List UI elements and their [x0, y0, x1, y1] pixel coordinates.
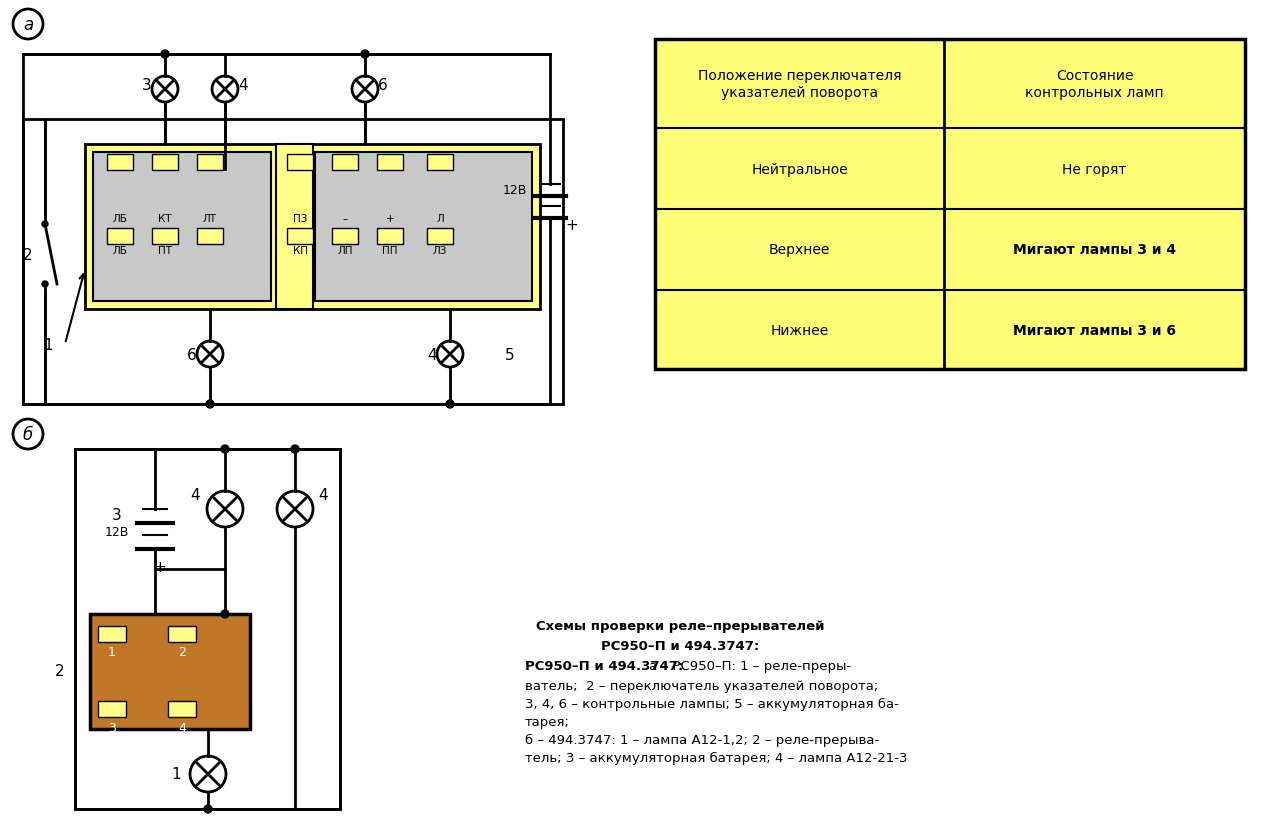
Bar [90, 614, 250, 729]
Text: 2: 2 [178, 645, 185, 659]
Text: ПП: ПП [382, 246, 398, 256]
Bar [23, 120, 563, 405]
Text: 3: 3 [108, 721, 116, 734]
Text: Верхнее: Верхнее [768, 243, 831, 257]
Bar [427, 229, 453, 245]
Text: 3: 3 [142, 78, 152, 93]
Bar [331, 155, 358, 171]
Text: Не горят: Не горят [1063, 162, 1126, 176]
Text: Л: Л [436, 214, 444, 224]
Text: 5: 5 [505, 347, 514, 362]
Text: 4: 4 [319, 487, 328, 502]
Text: +: + [386, 214, 394, 224]
Circle shape [291, 446, 298, 453]
Bar [168, 626, 196, 642]
Text: Положение переключателя
указателей поворота: Положение переключателя указателей повор… [697, 69, 902, 99]
Text: 6: 6 [378, 78, 387, 93]
Bar [107, 229, 133, 245]
Text: ПЗ: ПЗ [293, 214, 307, 224]
Text: 1: 1 [171, 767, 180, 782]
Text: тарея;: тарея; [525, 715, 570, 728]
Text: +: + [565, 217, 578, 232]
Text: РС950–П и 494.3747:: РС950–П и 494.3747: [601, 640, 759, 652]
Text: 1: 1 [43, 337, 53, 352]
Text: 12В: 12В [503, 183, 527, 196]
Text: ЛП: ЛП [338, 246, 353, 256]
Bar [377, 155, 403, 171]
Text: ватель;  2 – переключатель указателей поворота;: ватель; 2 – переключатель указателей пов… [525, 679, 879, 692]
Text: Мигают лампы 3 и 6: Мигают лампы 3 и 6 [1013, 324, 1176, 338]
Bar [107, 155, 133, 171]
Bar [75, 450, 340, 809]
Bar [168, 701, 196, 717]
Text: б – 494.3747: 1 – лампа А12-1,2; 2 – реле-прерыва-: б – 494.3747: 1 – лампа А12-1,2; 2 – рел… [525, 733, 879, 747]
Text: ЛТ: ЛТ [203, 214, 217, 224]
Text: Схемы проверки реле–прерывателей: Схемы проверки реле–прерывателей [536, 619, 824, 632]
Text: тель; 3 – аккумуляторная батарея; 4 – лампа А12-21-3: тель; 3 – аккумуляторная батарея; 4 – ла… [525, 751, 908, 764]
Bar [287, 155, 312, 171]
Text: 4: 4 [427, 347, 437, 362]
Text: 2: 2 [55, 664, 65, 679]
Text: Нижнее: Нижнее [771, 324, 828, 338]
Circle shape [446, 400, 453, 409]
Text: 1: 1 [108, 645, 116, 659]
Bar [377, 229, 403, 245]
Circle shape [221, 610, 229, 619]
Text: Состояние
контрольных ламп: Состояние контрольных ламп [1025, 69, 1163, 99]
Bar [98, 626, 126, 642]
Circle shape [206, 400, 215, 409]
Bar [85, 145, 540, 309]
Text: ЛБ: ЛБ [113, 246, 127, 256]
Circle shape [42, 222, 48, 227]
Bar [331, 229, 358, 245]
Text: ЛЗ: ЛЗ [433, 246, 447, 256]
Bar [152, 229, 178, 245]
Text: 4: 4 [178, 721, 185, 734]
Text: 2: 2 [23, 247, 33, 263]
Text: 6: 6 [187, 347, 197, 362]
Circle shape [221, 446, 229, 453]
Circle shape [361, 51, 370, 59]
Bar [276, 145, 312, 309]
Text: 4: 4 [239, 78, 248, 93]
Bar [287, 229, 312, 245]
Text: Нейтральное: Нейтральное [751, 162, 848, 176]
Text: 12В: 12В [105, 525, 130, 538]
Bar [427, 155, 453, 171]
Text: ЛБ: ЛБ [113, 214, 127, 224]
Text: 3, 4, 6 – контрольные лампы; 5 – аккумуляторная ба-: 3, 4, 6 – контрольные лампы; 5 – аккумул… [525, 697, 899, 711]
Text: а: а [23, 16, 33, 34]
Bar [93, 153, 271, 302]
Text: ПТ: ПТ [157, 246, 171, 256]
Text: КП: КП [292, 246, 307, 256]
Bar [197, 155, 224, 171]
Circle shape [161, 51, 169, 59]
Text: б: б [23, 426, 33, 443]
Bar [98, 701, 126, 717]
Bar [152, 155, 178, 171]
Text: 3: 3 [112, 507, 122, 522]
Text: КТ: КТ [159, 214, 171, 224]
Circle shape [42, 282, 48, 288]
Text: а – РС950–П: 1 – реле-преры-: а – РС950–П: 1 – реле-преры- [645, 660, 851, 672]
Bar [315, 153, 532, 302]
Text: 4: 4 [190, 487, 199, 502]
Text: Мигают лампы 3 и 4: Мигают лампы 3 и 4 [1013, 243, 1176, 257]
Circle shape [204, 805, 212, 813]
Bar [197, 229, 224, 245]
Text: –: – [343, 214, 348, 224]
Bar [655, 40, 1245, 370]
Text: +: + [154, 560, 166, 575]
Text: РС950–П и 494.3747:: РС950–П и 494.3747: [525, 660, 683, 672]
